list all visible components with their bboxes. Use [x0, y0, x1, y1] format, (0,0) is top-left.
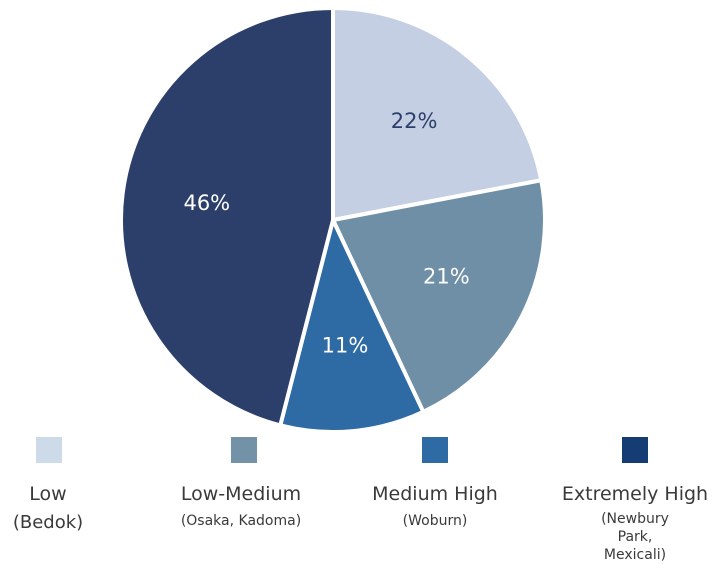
pie-slice-label: 11%: [322, 334, 369, 358]
legend-swatch-extremely-high: [622, 437, 648, 463]
pie-slice-label: 21%: [423, 265, 470, 289]
pie-slice-extremely-high: [119, 6, 335, 428]
legend-swatch-low: [36, 437, 62, 463]
pie-slice-label: 46%: [183, 191, 230, 215]
pie-slice-label: 22%: [391, 109, 438, 133]
legend-sublabel-medium-high: (Woburn): [402, 513, 468, 529]
pie-slice-low: [331, 6, 544, 222]
legend-label-medium-high: Medium High: [372, 483, 498, 505]
pie-chart: 22% 21% 11% 46%: [119, 6, 547, 434]
legend-label-low: Low: [29, 483, 67, 505]
legend-label-low-medium: Low-Medium: [180, 483, 302, 505]
legend-sublabel-low: (Bedok): [12, 512, 84, 533]
legend-swatch-medium-high: [422, 437, 448, 463]
legend-swatch-low-medium: [231, 437, 257, 463]
legend-sublabel-extremely-high: (Newbury Park, Mexicali): [601, 511, 669, 563]
pie-slice-low-medium: [331, 178, 547, 414]
pie-slice-medium-high: [278, 218, 426, 434]
legend-sublabel-low-medium: (Osaka, Kadoma): [180, 513, 302, 529]
legend-label-extremely-high: Extremely High: [561, 483, 709, 505]
